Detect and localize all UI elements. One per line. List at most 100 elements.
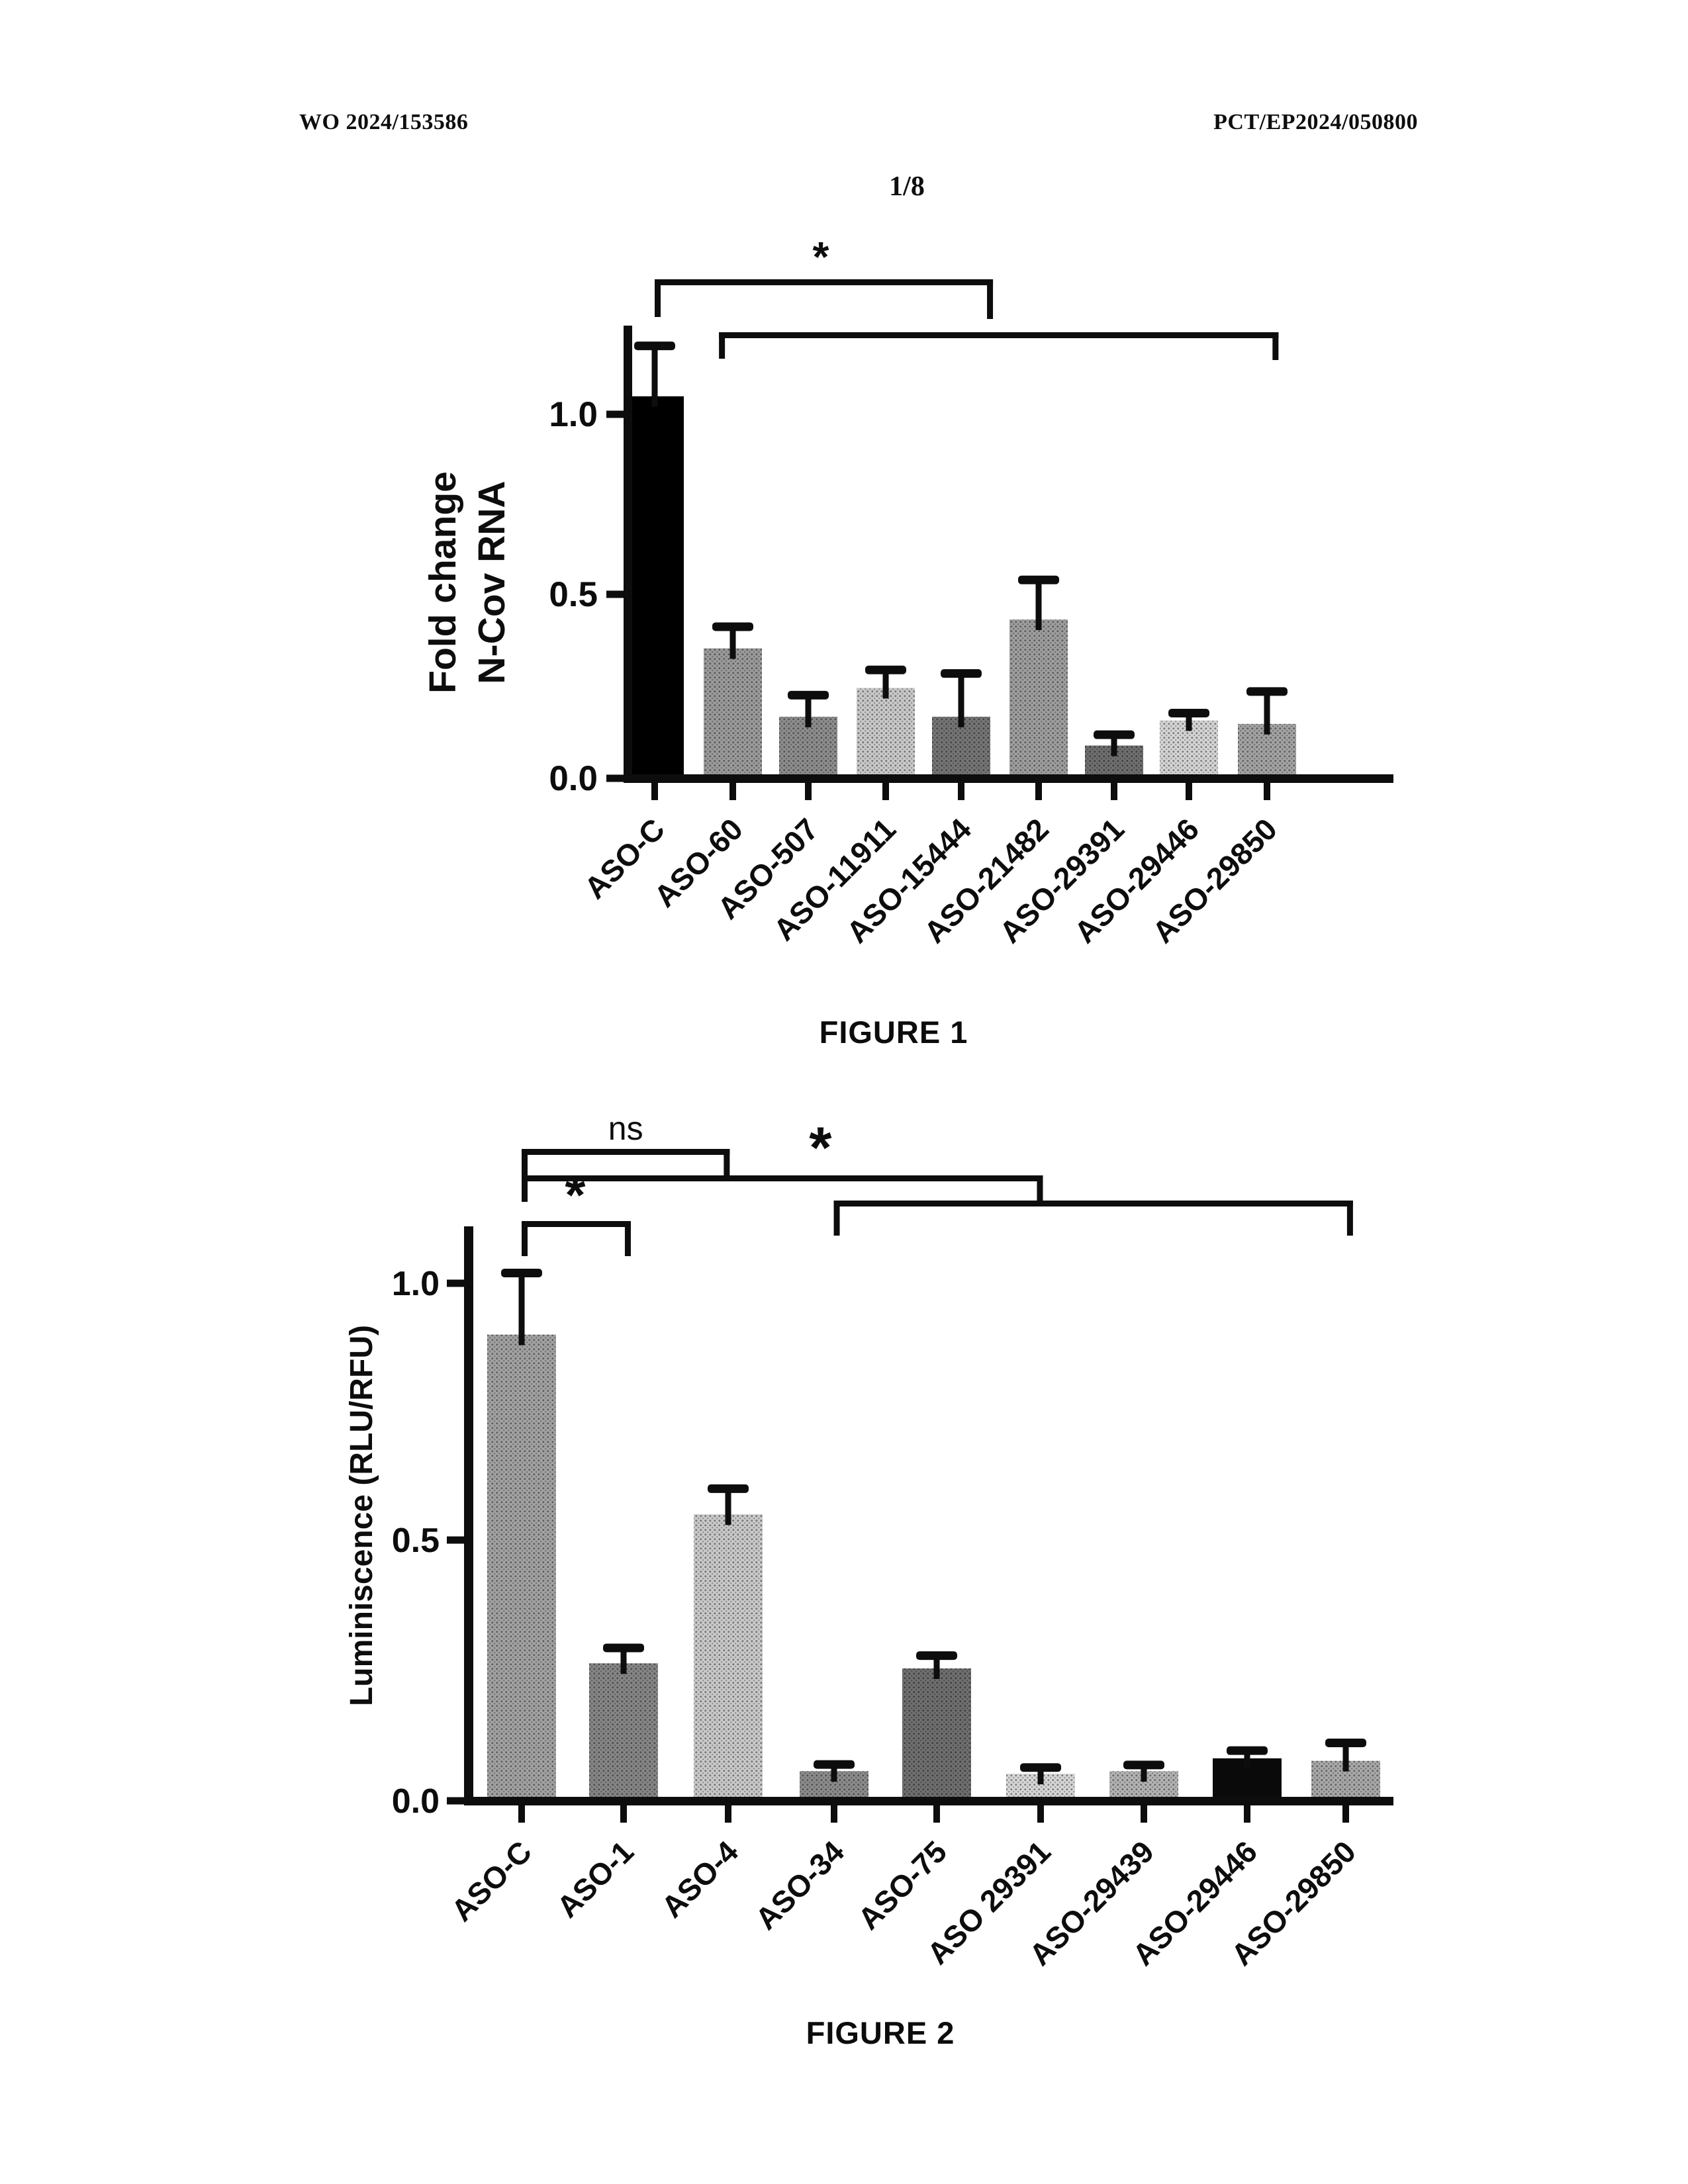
error-bar-stem xyxy=(882,670,889,699)
x-category-label: ASO-34 xyxy=(749,1834,851,1936)
bracket-right-leg xyxy=(724,1149,730,1177)
y-tick xyxy=(447,1279,464,1287)
figure2-caption: FIGURE 2 xyxy=(806,2015,955,2050)
error-bar-stem xyxy=(620,1647,627,1674)
y-tick-label: 1.0 xyxy=(392,1265,440,1303)
error-bar-stem xyxy=(831,1764,837,1782)
bracket-right-leg xyxy=(1272,332,1279,360)
publication-number: WO 2024/153586 xyxy=(299,110,469,134)
y-tick xyxy=(606,774,624,782)
x-tick xyxy=(882,783,889,800)
y-tick xyxy=(447,1797,464,1805)
error-bar-cap xyxy=(708,1484,749,1493)
x-tick xyxy=(1244,1805,1250,1823)
error-bar-cap xyxy=(1168,709,1209,718)
bracket-right-leg xyxy=(624,1221,631,1256)
x-tick xyxy=(651,783,658,800)
error-bar-stem xyxy=(1244,1751,1250,1769)
y-axis-title: Fold change xyxy=(422,471,464,694)
bracket-line xyxy=(833,1201,1353,1206)
bracket-right-leg xyxy=(1037,1175,1043,1202)
x-category-label: ASO-75 xyxy=(851,1834,953,1936)
x-category-label: ASO-4 xyxy=(655,1834,745,1924)
error-bar-stem xyxy=(1264,691,1270,735)
error-bar-stem xyxy=(725,1488,731,1525)
bracket-line xyxy=(719,332,1279,338)
error-bar-stem xyxy=(1141,1764,1147,1782)
y-tick-label: 0.5 xyxy=(549,575,598,614)
bracket-line xyxy=(655,279,994,285)
error-bar-stem xyxy=(933,1655,940,1679)
x-tick xyxy=(1111,783,1117,800)
bar-stipple-overlay xyxy=(694,1514,763,1797)
x-tick xyxy=(1186,783,1192,800)
bracket-left-leg xyxy=(833,1201,840,1236)
error-bar-cap xyxy=(712,622,753,631)
y-axis xyxy=(624,326,632,783)
error-bar-cap xyxy=(1123,1760,1164,1770)
error-bar-cap xyxy=(916,1651,957,1661)
y-tick-label: 1.0 xyxy=(549,395,598,434)
y-axis-title: N-Cov RNA xyxy=(471,480,513,684)
y-tick xyxy=(606,410,624,418)
significance-label: ns xyxy=(608,1110,643,1147)
x-tick xyxy=(1342,1805,1349,1823)
error-bar-stem xyxy=(729,626,736,659)
bracket-left-leg xyxy=(655,279,661,317)
bar-stipple-overlay xyxy=(487,1334,556,1797)
bracket-line xyxy=(522,1175,1043,1181)
error-bar-stem xyxy=(651,345,658,407)
x-axis xyxy=(625,774,1393,783)
error-bar-cap xyxy=(634,341,675,351)
significance-label: * xyxy=(809,1115,832,1180)
x-category-label: ASO-C xyxy=(444,1834,538,1928)
error-bar-cap xyxy=(1094,730,1135,739)
bracket-left-leg xyxy=(522,1221,528,1256)
bracket-line xyxy=(522,1221,631,1227)
bar-stipple-overlay xyxy=(902,1668,971,1797)
x-axis xyxy=(466,1797,1393,1805)
error-bar-cap xyxy=(814,1760,855,1769)
bar-stipple-overlay xyxy=(704,648,762,774)
x-tick xyxy=(933,1805,940,1823)
error-bar-stem xyxy=(1111,735,1117,756)
error-bar-cap xyxy=(1246,687,1288,696)
x-tick xyxy=(1035,783,1042,800)
x-tick xyxy=(1037,1805,1044,1823)
y-tick xyxy=(447,1536,464,1544)
x-tick xyxy=(725,1805,731,1823)
y-axis-title: Luminiscence (RLU/RFU) xyxy=(344,1325,379,1706)
x-category-label: ASO-1 xyxy=(550,1834,640,1924)
error-bar-stem xyxy=(518,1273,525,1345)
bracket-left-leg xyxy=(522,1175,528,1202)
x-tick xyxy=(1141,1805,1147,1823)
y-tick xyxy=(606,590,624,598)
error-bar-cap xyxy=(941,669,982,678)
error-bar-cap xyxy=(1227,1746,1268,1755)
x-tick xyxy=(620,1805,627,1823)
figure1-caption: FIGURE 1 xyxy=(819,1015,968,1050)
y-axis xyxy=(464,1226,473,1805)
x-tick xyxy=(1264,783,1270,800)
significance-label: * xyxy=(565,1165,586,1224)
bracket-left-leg xyxy=(522,1149,528,1201)
bracket-left-leg xyxy=(719,332,726,359)
bar-stipple-overlay xyxy=(857,688,915,774)
x-tick xyxy=(518,1805,525,1823)
error-bar-stem xyxy=(1186,713,1192,731)
application-number: PCT/EP2024/050800 xyxy=(1213,110,1418,134)
x-tick xyxy=(958,783,964,800)
error-bar-stem xyxy=(1037,1767,1044,1785)
sheet-number: 1/8 xyxy=(889,171,925,202)
error-bar-cap xyxy=(1018,575,1059,584)
error-bar-stem xyxy=(805,695,812,727)
error-bar-stem xyxy=(1342,1743,1349,1772)
bracket-right-leg xyxy=(1346,1201,1353,1236)
error-bar-stem xyxy=(1035,580,1042,631)
x-tick xyxy=(831,1805,837,1823)
error-bar-stem xyxy=(958,673,964,727)
error-bar-cap xyxy=(501,1268,542,1277)
